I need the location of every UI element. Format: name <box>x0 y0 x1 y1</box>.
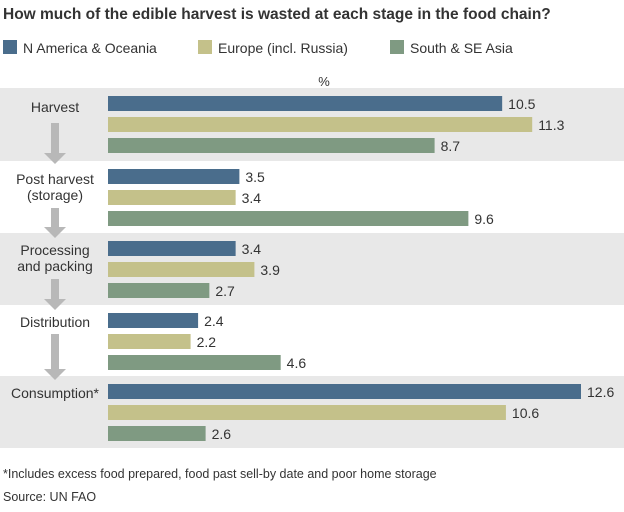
bar-n-america-oceania <box>108 169 240 184</box>
legend-label-europe-incl-russia: Europe (incl. Russia) <box>218 40 348 56</box>
value-label: 12.6 <box>587 384 614 400</box>
bar-south-se-asia <box>108 283 210 298</box>
stage-label: Consumption* <box>11 385 99 401</box>
value-label: 4.6 <box>287 355 307 371</box>
stage-label: (storage) <box>27 187 83 203</box>
value-label: 3.4 <box>242 241 262 257</box>
value-label: 3.9 <box>260 262 280 278</box>
down-arrow-icon <box>44 334 66 380</box>
value-label: 2.4 <box>204 313 224 329</box>
stage-band <box>0 233 624 305</box>
bars <box>108 96 581 441</box>
down-arrow-icon <box>44 123 66 164</box>
legend-label-n-america-oceania: N America & Oceania <box>23 40 157 56</box>
flow-arrows <box>44 123 66 380</box>
value-label: 9.6 <box>474 211 494 227</box>
value-label: 2.7 <box>215 283 235 299</box>
bar-south-se-asia <box>108 211 469 226</box>
bar-n-america-oceania <box>108 313 199 328</box>
bar-south-se-asia <box>108 355 281 370</box>
legend-swatch-south-se-asia <box>390 40 404 54</box>
value-label: 3.5 <box>245 169 265 185</box>
stage-label: Processing <box>20 242 89 258</box>
value-label: 10.5 <box>508 96 535 112</box>
bar-south-se-asia <box>108 138 435 153</box>
bar-europe-incl-russia <box>108 117 533 132</box>
bar-south-se-asia <box>108 426 206 441</box>
down-arrow-icon <box>44 208 66 238</box>
value-label: 10.6 <box>512 405 539 421</box>
bar-n-america-oceania <box>108 241 236 256</box>
legend-label-south-se-asia: South & SE Asia <box>410 40 513 56</box>
value-label: 2.6 <box>212 426 232 442</box>
value-label: 11.3 <box>538 117 564 133</box>
footnote: *Includes excess food prepared, food pas… <box>3 467 437 481</box>
legend-swatch-n-america-oceania <box>3 40 17 54</box>
stage-labels: Harvest Post harvest(storage) Processingan… <box>11 99 99 401</box>
value-labels: 10.511.3 8.7 3.5 3.4 9.6 3.4 3.9 2.7 2.4 2.2 4.6 12… <box>197 96 615 442</box>
stage-label: Distribution <box>20 314 90 330</box>
chart-title: How much of the edible harvest is wasted… <box>3 6 551 23</box>
value-label: 8.7 <box>441 138 461 154</box>
unit-label: % <box>318 74 330 89</box>
bar-europe-incl-russia <box>108 262 255 277</box>
bar-n-america-oceania <box>108 96 503 111</box>
source-note: Source: UN FAO <box>3 490 96 504</box>
stage-label: Harvest <box>31 99 79 115</box>
bar-europe-incl-russia <box>108 334 191 349</box>
value-label: 2.2 <box>197 334 217 350</box>
bar-europe-incl-russia <box>108 190 236 205</box>
bar-n-america-oceania <box>108 384 581 399</box>
stage-label: Post harvest <box>16 171 94 187</box>
stage-label: and packing <box>17 258 93 274</box>
legend-swatch-europe-incl-russia <box>198 40 212 54</box>
down-arrow-icon <box>44 279 66 310</box>
bar-europe-incl-russia <box>108 405 506 420</box>
value-label: 3.4 <box>242 190 262 206</box>
legend: N America & Oceania Europe (incl. Russia)… <box>3 40 513 56</box>
